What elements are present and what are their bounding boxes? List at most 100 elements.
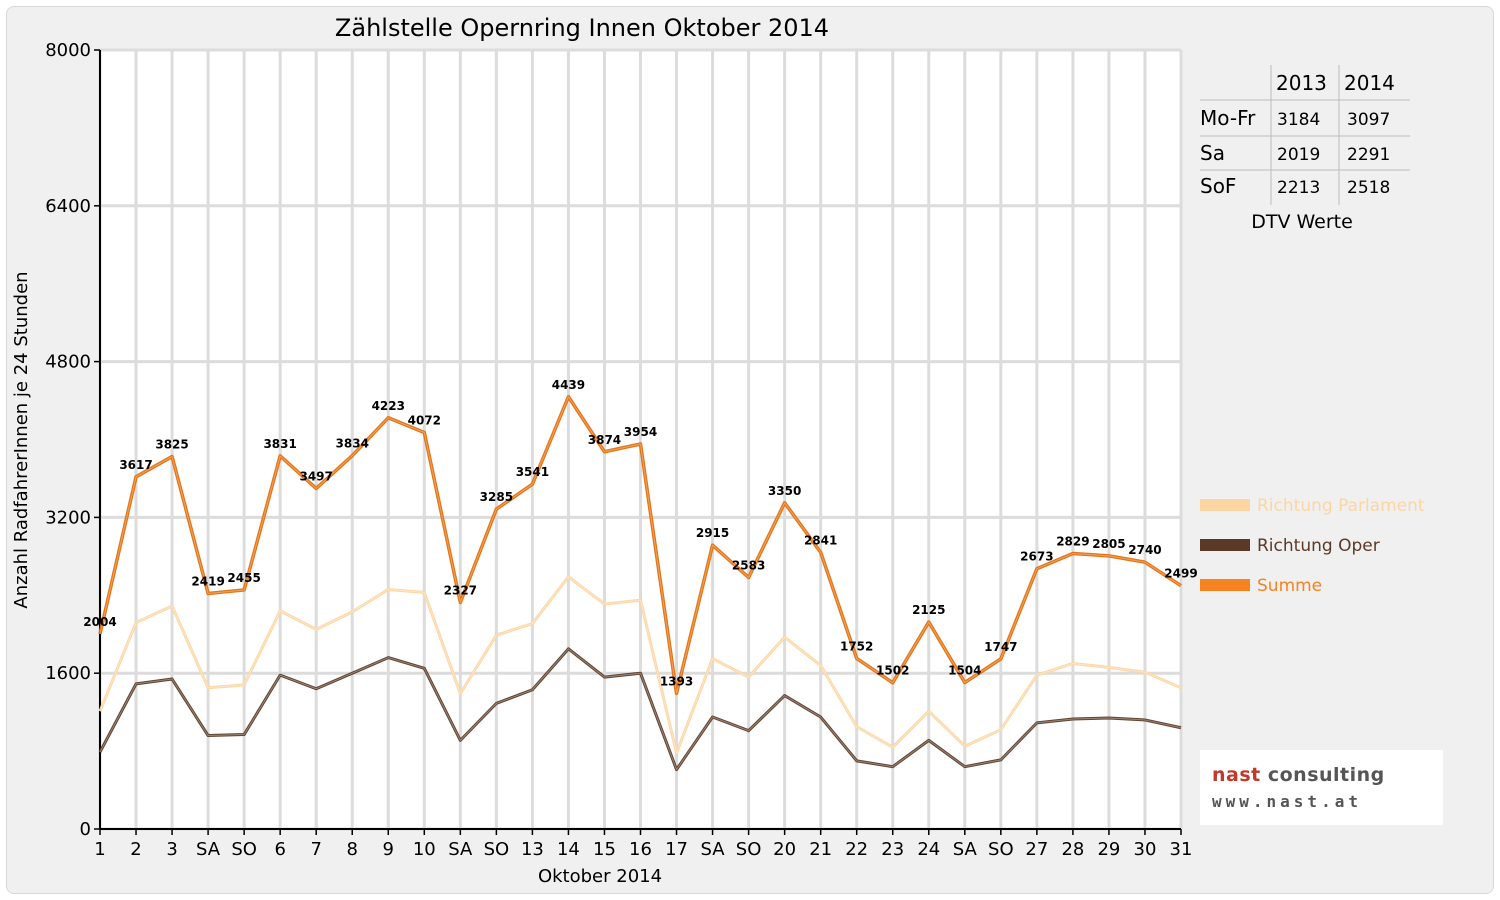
x-tick-label: 2: [130, 839, 141, 860]
company-logo: nast consulting www.nast.at: [1200, 750, 1443, 825]
x-tick-label: 31: [1170, 839, 1193, 860]
data-label: 3954: [624, 425, 657, 439]
data-label: 3497: [299, 469, 332, 483]
data-label: 2004: [83, 615, 116, 629]
data-label: 3617: [119, 458, 152, 472]
data-label: 2740: [1128, 543, 1161, 557]
data-label: 3874: [588, 433, 621, 447]
x-tick-label: SO: [484, 839, 510, 860]
data-label: 3285: [480, 490, 513, 504]
x-tick-label: 1: [94, 839, 105, 860]
x-tick-label: 6: [274, 839, 285, 860]
data-label: 1393: [660, 674, 693, 688]
x-tick-label: 20: [773, 839, 796, 860]
legend-label: Richtung Oper: [1257, 536, 1380, 556]
data-label: 1504: [948, 664, 981, 678]
legend-swatch: [1200, 539, 1250, 551]
legend-label: Richtung Parlament: [1257, 496, 1425, 516]
data-label: 2915: [696, 526, 729, 540]
legend: Richtung Parlament Richtung Oper Summe: [1200, 496, 1425, 596]
dtv-cell: 2518: [1347, 178, 1390, 198]
x-tick-label: 23: [881, 839, 904, 860]
x-tick-label: SA: [953, 839, 978, 860]
x-tick-label: 14: [557, 839, 580, 860]
series-line-highlight: [99, 576, 1182, 754]
series-lines: [98, 395, 1182, 772]
x-tick-label: SO: [988, 839, 1014, 860]
y-tick-label: 6400: [45, 196, 91, 217]
x-tick-label: 16: [629, 839, 652, 860]
data-label: 4072: [408, 413, 441, 427]
data-label: 3834: [336, 437, 369, 451]
y-tick-label: 1600: [45, 663, 91, 684]
logo-url: www.nast.at: [1212, 792, 1362, 811]
legend-label: Summe: [1257, 576, 1322, 596]
x-tick-label: 7: [310, 839, 321, 860]
data-label: 3831: [263, 437, 296, 451]
data-label: 1747: [984, 640, 1017, 654]
data-label: 2829: [1056, 535, 1089, 549]
chart-title: Zählstelle Opernring Innen Oktober 2014: [335, 14, 829, 42]
x-tick-label: 27: [1025, 839, 1048, 860]
x-tick-label: SA: [448, 839, 473, 860]
series-line-richtung-oper: [98, 647, 1182, 772]
x-tick-label: 9: [383, 839, 394, 860]
x-tick-label: 22: [845, 839, 868, 860]
data-label: 2805: [1092, 537, 1125, 551]
data-label: 2673: [1020, 550, 1053, 564]
dtv-caption: DTV Werte: [1251, 211, 1353, 233]
data-label: 2455: [227, 571, 260, 585]
x-tick-label: SO: [736, 839, 762, 860]
x-tick-label: SA: [196, 839, 221, 860]
data-label: 3541: [516, 465, 549, 479]
x-tick-label: SA: [701, 839, 726, 860]
data-label: 2499: [1164, 567, 1197, 581]
dtv-cell: 2019: [1277, 145, 1320, 165]
x-axis-label: Oktober 2014: [538, 866, 662, 887]
y-tick-label: 3200: [45, 507, 91, 528]
x-tick-label: 28: [1061, 839, 1084, 860]
series-line-highlight: [99, 396, 1182, 694]
x-tick-label: 10: [413, 839, 436, 860]
data-label: 2583: [732, 558, 765, 572]
x-tick-label: 13: [521, 839, 544, 860]
x-tick-label: 30: [1134, 839, 1157, 860]
dtv-row-label: Mo-Fr: [1200, 106, 1256, 130]
legend-swatch: [1200, 499, 1250, 511]
x-tick-label: 17: [665, 839, 688, 860]
x-tick-label: 3: [166, 839, 177, 860]
dtv-cell: 2291: [1347, 145, 1390, 165]
dtv-cell: 3184: [1277, 110, 1320, 130]
y-axis-label: Anzahl RadfahrerInnen je 24 Stunden: [11, 271, 32, 608]
series-line-richtung-parlament: [98, 575, 1182, 755]
y-tick-label: 8000: [45, 40, 91, 61]
data-label: 4439: [552, 378, 585, 392]
y-tick-label: 0: [80, 819, 91, 840]
data-label: 2419: [191, 574, 224, 588]
dtv-header-2013: 2013: [1276, 71, 1327, 95]
x-tick-label: 24: [917, 839, 940, 860]
data-label: 2327: [444, 583, 477, 597]
dtv-cell: 2213: [1277, 178, 1320, 198]
data-label: 2841: [804, 533, 837, 547]
x-tick-label: 8: [347, 839, 358, 860]
x-tick-label: 15: [593, 839, 616, 860]
data-label: 4223: [372, 399, 405, 413]
dtv-header-2014: 2014: [1344, 71, 1395, 95]
dtv-row-label: Sa: [1200, 141, 1225, 165]
y-tick-label: 4800: [45, 352, 91, 373]
dtv-row-label: SoF: [1200, 174, 1236, 198]
legend-swatch: [1200, 579, 1250, 591]
x-tick-label: 21: [809, 839, 832, 860]
data-label: 2125: [912, 603, 945, 617]
data-label: 3350: [768, 484, 801, 498]
x-tick-label: SO: [231, 839, 257, 860]
series-line-highlight: [99, 648, 1182, 771]
logo-wordmark: nast consulting: [1212, 764, 1385, 786]
data-label: 1752: [840, 639, 873, 653]
x-tick-label: 29: [1097, 839, 1120, 860]
dtv-cell: 3097: [1347, 110, 1390, 130]
